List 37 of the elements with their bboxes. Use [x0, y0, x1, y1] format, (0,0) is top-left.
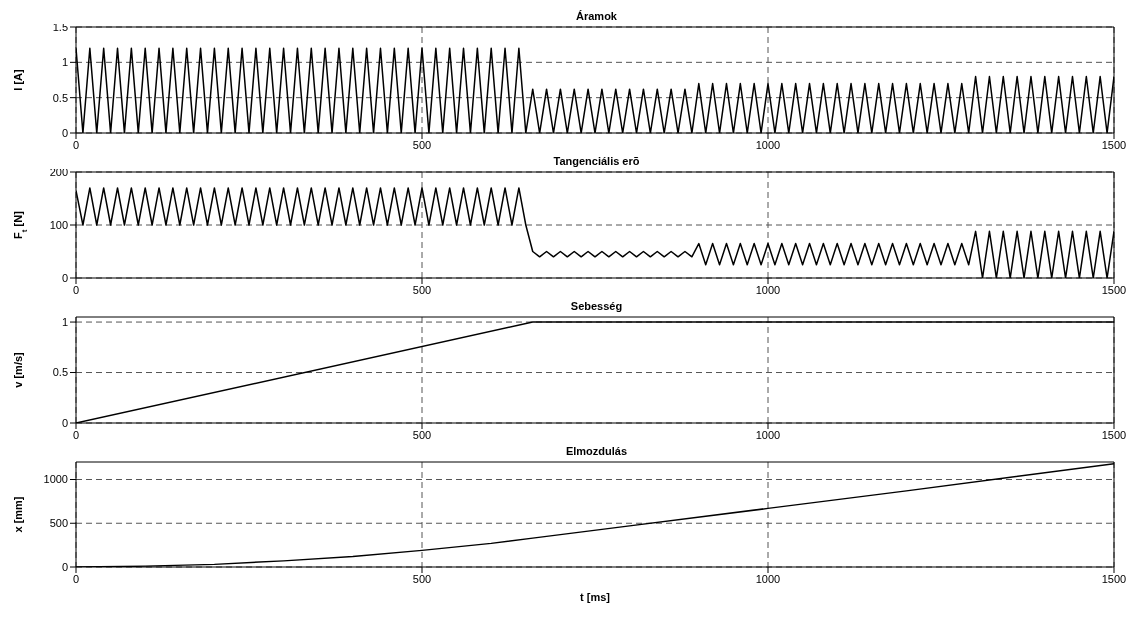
x-tick-label: 1000	[755, 138, 781, 151]
chart-title: Tangenciális erõ	[553, 155, 640, 167]
x-tick-label: 500	[412, 572, 432, 585]
y-tick-label: 0	[61, 560, 68, 573]
chart-title: Elmozdulás	[564, 444, 629, 459]
y-tick-label: 0	[61, 416, 68, 429]
y-axis-title: v [m/s]	[12, 351, 24, 388]
x-tick-label: 500	[412, 138, 432, 151]
x-tick-label: 0	[72, 138, 80, 151]
y-tick-label: 1	[61, 56, 68, 69]
x-tick-label: 0	[72, 572, 80, 585]
y-tick-label: 0	[61, 271, 68, 284]
x-axis-title: t [ms]	[580, 591, 611, 603]
y-tick-label: 200	[49, 165, 68, 178]
y-tick-label: 0.5	[52, 91, 68, 104]
y-tick-label: 1.5	[52, 20, 68, 33]
y-tick-label: 0.5	[52, 366, 68, 379]
x-tick-label: 0	[72, 428, 80, 441]
y-axis-title: I [A]	[12, 68, 24, 91]
x-tick-label: 1000	[755, 283, 781, 296]
x-tick-label: 1000	[755, 572, 781, 585]
y-tick-label: 500	[49, 517, 68, 530]
x-tick-label: 0	[72, 283, 80, 296]
y-tick-label: 0	[61, 126, 68, 139]
y-axis-title: x [mm]	[12, 496, 24, 533]
chart-title: Áramok	[576, 10, 617, 22]
x-tick-label: 1500	[1101, 572, 1127, 585]
x-tick-label: 1500	[1101, 138, 1127, 151]
x-tick-label: 1500	[1101, 283, 1127, 296]
x-tick-label: 1000	[755, 428, 781, 441]
x-tick-label: 500	[412, 428, 432, 441]
x-tick-label: 500	[412, 283, 432, 296]
chart-title: Sebesség	[569, 299, 624, 314]
y-tick-label: 1	[61, 315, 68, 328]
y-tick-label: 1000	[43, 473, 68, 486]
x-tick-label: 1500	[1101, 428, 1127, 441]
y-tick-label: 100	[49, 218, 68, 231]
